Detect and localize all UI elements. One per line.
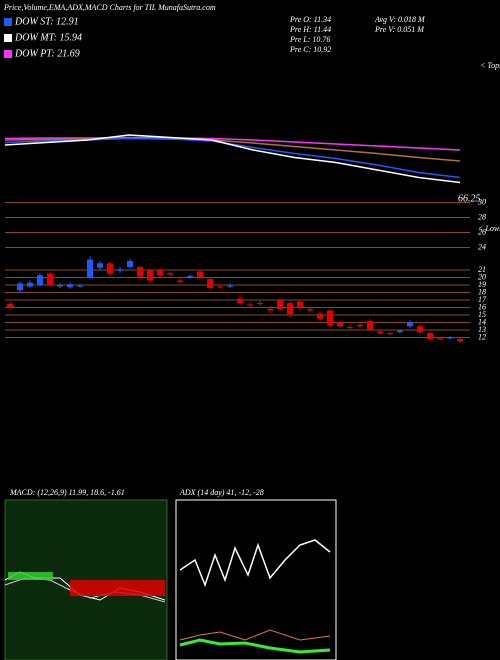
candle-body — [117, 269, 123, 271]
adx-decoration — [179, 539, 331, 654]
candle-body — [307, 309, 313, 311]
candle-body — [147, 270, 153, 281]
y-tick-label: 30 — [477, 197, 486, 206]
candle-body — [127, 261, 133, 267]
ema-line — [4, 136, 461, 151]
legend-label: DOW MT: 15.94 — [14, 32, 82, 43]
candle-body — [457, 339, 463, 342]
candle-body — [27, 282, 33, 287]
y-tick-label: 28 — [478, 212, 486, 221]
candle-body — [207, 279, 213, 288]
legend-label: DOW ST: 12.91 — [14, 16, 79, 27]
tops-label: < Tops — [480, 61, 500, 70]
candle-body — [47, 273, 53, 285]
candle-body — [197, 271, 203, 278]
candle-body — [297, 301, 303, 308]
legend-swatch — [4, 34, 12, 42]
y-tick-label: 16 — [478, 302, 486, 311]
candle-body — [107, 263, 113, 274]
y-tick-label: 18 — [478, 287, 486, 296]
candle-body — [227, 285, 233, 287]
candle-body — [267, 309, 273, 311]
candle-body — [137, 267, 143, 277]
candle-body — [167, 273, 173, 275]
candle-body — [447, 337, 453, 339]
candle-body — [397, 330, 403, 333]
candle-body — [347, 327, 353, 328]
legend-label: DOW PT: 21.69 — [14, 48, 80, 59]
candle-body — [417, 326, 423, 333]
candle-body — [237, 298, 243, 303]
legend-swatch — [4, 50, 12, 58]
level-label: 66.25 — [458, 193, 481, 204]
candle-body — [277, 300, 283, 309]
macd-title: MACD: (12,26,9) 11.99, 18.6, -1.61 — [9, 488, 125, 497]
candle-body — [317, 313, 323, 319]
price-stat: Pre H: 11.44 — [289, 25, 331, 34]
y-tick-label: 20 — [478, 272, 486, 281]
candle-body — [57, 285, 63, 287]
candle-body — [357, 324, 363, 327]
candle-body — [37, 275, 43, 285]
candle-body — [17, 283, 23, 291]
y-tick-label: 14 — [478, 317, 486, 326]
chart-title: Price,Volume,EMA,ADX,MACD Charts for TIL… — [3, 3, 216, 12]
candle-body — [327, 310, 333, 326]
ema-line — [4, 137, 461, 162]
candle-body — [387, 333, 393, 334]
candle-body — [87, 259, 93, 278]
candle-body — [287, 303, 293, 315]
y-tick-label: 12 — [478, 332, 486, 341]
macd-decoration — [4, 571, 166, 603]
adx-title: ADX (14 day) 41, -12, -28 — [179, 488, 264, 497]
candle-body — [177, 280, 183, 282]
price-stat: Pre L: 10.76 — [289, 35, 330, 44]
y-tick-label: 15 — [478, 310, 486, 319]
legend-swatch — [4, 18, 12, 26]
candle-body — [157, 270, 163, 276]
candle-body — [257, 303, 263, 304]
candle-body — [377, 331, 383, 333]
lows-label: < Lows — [478, 224, 500, 233]
candle-body — [97, 263, 103, 268]
y-tick-label: 21 — [478, 265, 486, 274]
candle-body — [7, 303, 13, 308]
candle-body — [67, 284, 73, 288]
y-tick-label: 13 — [478, 325, 486, 334]
volume-stat: Pre V: 0.051 M — [374, 25, 425, 34]
candle-body — [217, 286, 223, 288]
y-tick-label: 24 — [478, 242, 486, 251]
candle-body — [77, 285, 83, 287]
candle-body — [427, 333, 433, 339]
y-tick-label: 17 — [478, 295, 487, 304]
candle-body — [407, 322, 413, 327]
ema-line — [4, 134, 461, 184]
candle-body — [337, 322, 343, 327]
candle-body — [187, 276, 193, 278]
candle-body — [437, 338, 443, 340]
price-stat: Pre C: 10.92 — [289, 45, 331, 54]
y-tick-label: 19 — [478, 280, 486, 289]
y-tick-label: 26 — [478, 227, 486, 236]
volume-stat: Avg V: 0.018 M — [374, 15, 426, 24]
price-stat: Pre O: 11.34 — [289, 15, 331, 24]
candle-body — [247, 304, 253, 306]
candle-body — [367, 321, 373, 330]
